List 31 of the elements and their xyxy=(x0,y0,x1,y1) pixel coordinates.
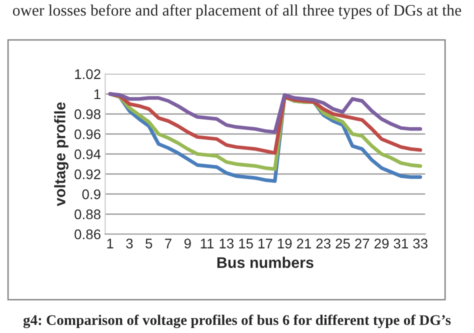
y-tick-label: 0.88 xyxy=(74,209,100,220)
x-tick-label: 17 xyxy=(258,238,272,248)
x-tick-label: 11 xyxy=(200,238,214,248)
text: ower losses before and after placement of all three types of DGs at the xyxy=(12,4,462,19)
y-tick-label: 0.94 xyxy=(74,149,101,160)
y-tick-label: 0.98 xyxy=(74,109,100,120)
x-tick-label: 23 xyxy=(316,238,330,248)
x-tick-label: 3 xyxy=(126,238,133,248)
x-tick-label: 9 xyxy=(184,238,191,248)
x-tick-label: 5 xyxy=(146,238,152,248)
y-tick-label: 0.86 xyxy=(74,229,100,240)
x-tick-label: 21 xyxy=(296,238,312,248)
x-tick-label: 29 xyxy=(374,238,389,248)
y-axis-title: voltage profile xyxy=(54,102,68,206)
x-tick-label: 19 xyxy=(278,238,292,248)
y-tick-label: 0.9 xyxy=(82,189,100,200)
y-tick-label: 1 xyxy=(94,89,100,99)
text: g4: Comparison of voltage profiles of bus 6 for different type of DG’s xyxy=(23,314,451,328)
line-series xyxy=(108,92,422,134)
x-tick-label: 13 xyxy=(220,238,234,248)
x-tick-label: 7 xyxy=(165,238,172,248)
x-axis-title: Bus numbers xyxy=(217,256,314,268)
x-tick-label: 27 xyxy=(355,238,370,248)
y-tick-label: 1.02 xyxy=(75,69,100,80)
y-tick-label: 0.96 xyxy=(74,129,100,140)
x-tick-label: 15 xyxy=(239,238,253,248)
x-tick-label: 1 xyxy=(107,238,114,248)
x-tick-label: 31 xyxy=(394,238,408,248)
y-tick-label: 0.92 xyxy=(74,169,100,180)
x-tick-label: 33 xyxy=(413,238,428,248)
x-tick-label: 25 xyxy=(336,238,350,248)
